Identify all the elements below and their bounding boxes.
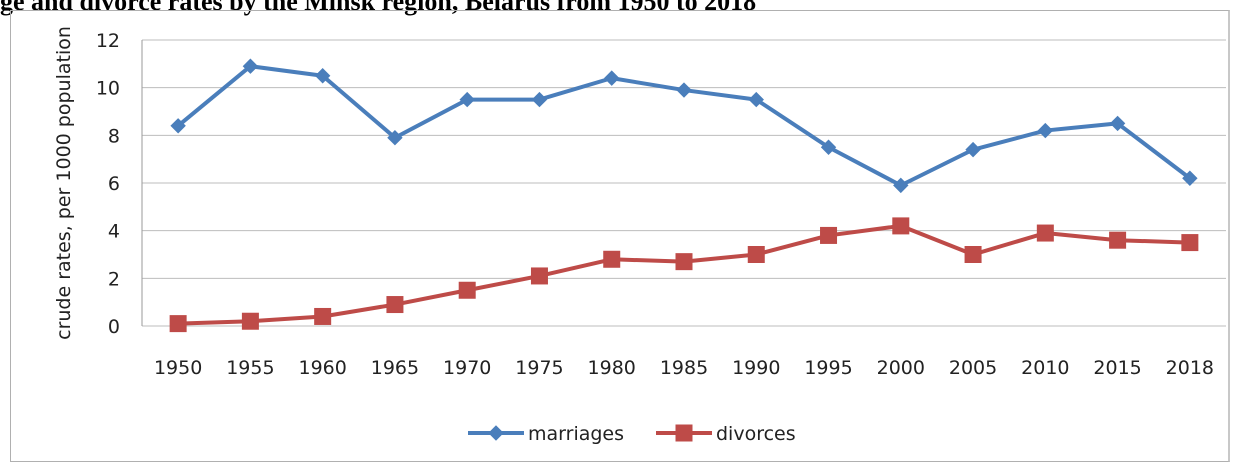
x-tick-label: 2010 xyxy=(1021,357,1069,379)
marriages-point xyxy=(820,139,837,155)
marriages-point xyxy=(893,177,909,194)
chart-title: ge and divorce rates by the Minsk region… xyxy=(0,0,757,16)
x-tick-label: 2015 xyxy=(1093,357,1141,379)
divorces-point xyxy=(241,312,259,330)
marriages-point xyxy=(676,82,692,98)
x-tick-label: 2005 xyxy=(949,357,997,379)
divorces-point xyxy=(820,226,838,244)
y-tick-labels: 0 2 4 6 8 10 12 xyxy=(96,30,120,338)
x-tick-label: 1965 xyxy=(371,357,419,379)
marriages-point xyxy=(242,58,259,74)
x-tick-label: 1985 xyxy=(660,357,708,379)
legend-item-marriages: marriages xyxy=(468,423,624,445)
marriages-point xyxy=(1182,170,1198,186)
divorces-point xyxy=(458,281,476,299)
marriages-point xyxy=(170,118,186,134)
y-tick-label: 10 xyxy=(96,78,120,100)
marriages-point xyxy=(314,68,331,84)
legend-label: divorces xyxy=(716,423,796,445)
x-tick-label: 1995 xyxy=(804,357,852,379)
marriages-point xyxy=(965,141,981,158)
divorces-point xyxy=(603,250,621,268)
y-tick-label: 0 xyxy=(108,316,120,338)
series-marriages xyxy=(170,58,1198,194)
legend-marker xyxy=(675,424,693,442)
divorces-point xyxy=(169,315,187,333)
marriages-point xyxy=(387,130,403,146)
x-tick-label: 1980 xyxy=(588,357,636,379)
y-tick-label: 12 xyxy=(96,30,120,52)
divorces-point xyxy=(892,217,910,235)
series-divorces xyxy=(169,217,1199,333)
marriages-point xyxy=(604,70,620,86)
divorces-point xyxy=(1181,234,1199,252)
y-tick-label: 6 xyxy=(108,173,120,195)
x-tick-label: 1960 xyxy=(298,357,346,379)
legend-label: marriages xyxy=(528,423,624,445)
y-tick-label: 4 xyxy=(108,221,120,243)
legend-marker xyxy=(488,425,504,441)
divorces-point xyxy=(747,246,765,263)
marriages-point xyxy=(459,91,475,108)
divorces-point xyxy=(1109,231,1127,249)
series-group xyxy=(169,58,1199,333)
marriages-point xyxy=(1037,122,1054,139)
x-tick-label: 1975 xyxy=(515,357,563,379)
x-tick-label: 1950 xyxy=(154,357,202,379)
divorces-point xyxy=(530,267,548,285)
divorces-point xyxy=(314,307,332,325)
marriages-point xyxy=(531,91,548,108)
y-tick-label: 8 xyxy=(108,125,120,147)
legend-item-divorces: divorces xyxy=(656,423,796,445)
x-tick-label: 2018 xyxy=(1166,357,1214,379)
divorces-point xyxy=(964,246,982,263)
legend: marriages divorces xyxy=(468,423,796,445)
x-tick-labels: 1950 1955 1960 1965 1970 1975 1980 1985 1990 1995… xyxy=(154,357,1214,379)
x-tick-label: 1990 xyxy=(732,357,780,379)
chart-frame xyxy=(10,10,1230,462)
x-tick-label: 1970 xyxy=(443,357,491,379)
x-tick-label: 1955 xyxy=(226,357,274,379)
divorces-point xyxy=(386,296,404,314)
y-tick-label: 2 xyxy=(108,268,120,290)
divorces-point xyxy=(675,253,693,271)
x-tick-label: 2000 xyxy=(877,357,925,379)
divorces-point xyxy=(1036,224,1054,242)
y-axis-label: crude rates, per 1000 population xyxy=(53,26,75,340)
marriages-point xyxy=(748,91,764,108)
marriages-point xyxy=(1109,115,1126,132)
